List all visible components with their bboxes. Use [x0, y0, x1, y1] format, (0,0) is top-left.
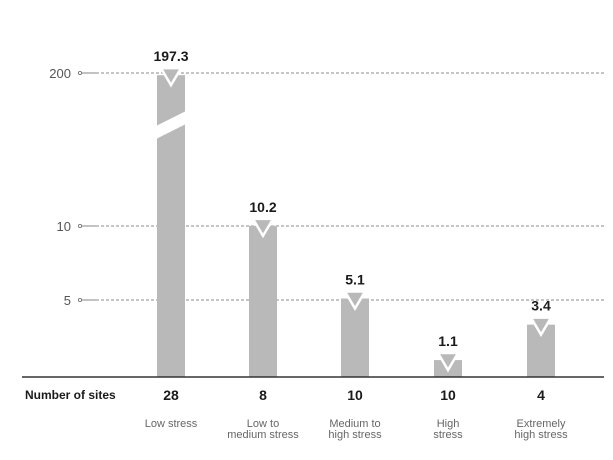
value-label-3: 1.1 — [438, 333, 458, 349]
category-label-3: High stress — [433, 418, 463, 441]
value-marker-4 — [528, 316, 554, 338]
value-label-2: 5.1 — [345, 272, 365, 288]
value-marker-1 — [250, 217, 276, 239]
category-label-1-line-1: medium stress — [227, 429, 299, 441]
axis-break-0 — [156, 111, 186, 139]
value-marker-3 — [435, 351, 461, 373]
y-tick-label-10: 10 — [57, 219, 71, 234]
value-label-0: 197.3 — [153, 48, 188, 64]
category-label-4-line-0: Extremely — [517, 418, 566, 430]
category-label-4-line-1: high stress — [514, 429, 568, 441]
category-label-4: Extremely high stress — [514, 418, 568, 441]
y-tick-dot-5 — [78, 297, 83, 302]
category-label-1: Low to medium stress — [227, 418, 299, 441]
category-label-0-line-0: Low stress — [145, 418, 198, 430]
site-count-1: 8 — [259, 387, 267, 403]
category-label-2-line-1: high stress — [328, 429, 382, 441]
category-label-3-line-0: High — [437, 418, 460, 430]
site-count-2: 10 — [347, 387, 363, 403]
number-of-sites-label: Number of sites — [25, 388, 116, 402]
y-tick-dot-200 — [78, 71, 83, 76]
y-tick-dot-10 — [78, 223, 83, 228]
site-count-0: 28 — [163, 387, 179, 403]
y-tick-label-5: 5 — [64, 293, 71, 308]
value-marker-0 — [158, 66, 184, 88]
category-label-0: Low stress — [145, 418, 198, 430]
value-label-4: 3.4 — [531, 298, 551, 314]
category-label-1-line-0: Low to — [247, 418, 279, 430]
category-label-2: Medium to high stress — [328, 418, 382, 441]
bar-2 — [341, 298, 369, 377]
category-label-3-line-1: stress — [433, 429, 463, 441]
value-label-1: 10.2 — [249, 199, 276, 215]
value-marker-2 — [342, 290, 368, 311]
y-tick-label-200: 200 — [49, 66, 71, 81]
bar-1 — [249, 225, 277, 377]
grid-layer: 5 10 200 — [49, 66, 604, 308]
category-label-2-line-0: Medium to — [329, 418, 380, 430]
site-count-row: 28 8 10 10 4 — [163, 387, 545, 403]
site-count-3: 10 — [440, 387, 456, 403]
bar-layer — [156, 66, 555, 378]
label-layer: 197.3 10.2 5.1 1.1 3.4 — [153, 48, 550, 349]
site-count-4: 4 — [537, 387, 545, 403]
